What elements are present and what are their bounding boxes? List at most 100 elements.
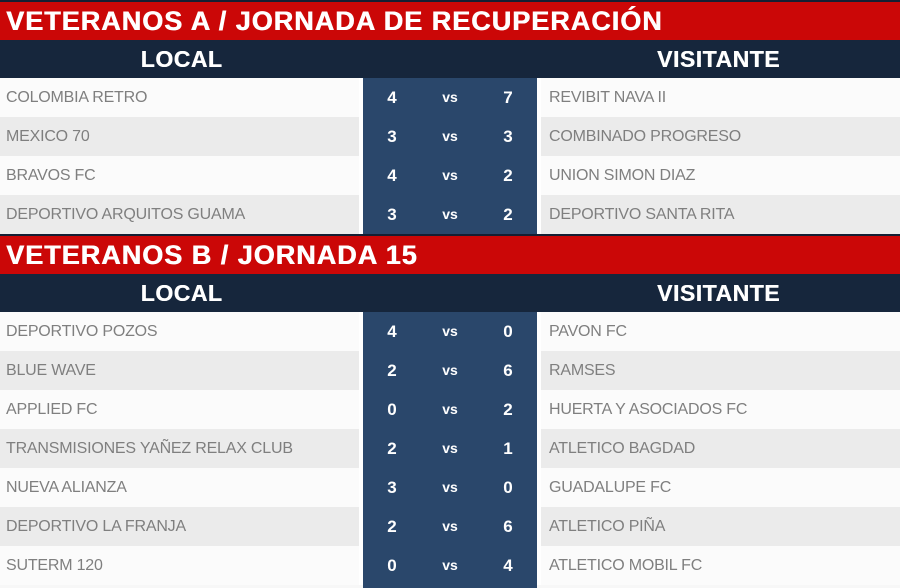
cutoff-next-row bbox=[0, 585, 900, 588]
score-block: 2 vs 1 bbox=[363, 429, 537, 468]
vs-label: vs bbox=[442, 128, 458, 144]
vs-label: vs bbox=[442, 323, 458, 339]
local-team-name: BRAVOS FC bbox=[0, 156, 359, 195]
match-row: DEPORTIVO ARQUITOS GUAMA 3 vs 2 DEPORTIVO SA… bbox=[0, 195, 900, 234]
visitor-score: 0 bbox=[503, 478, 513, 497]
visitor-team-name: UNION SIMON DIAZ bbox=[541, 156, 900, 195]
score-block: 0 vs 4 bbox=[363, 546, 537, 585]
match-row: BLUE WAVE 2 vs 6 RAMSES bbox=[0, 351, 900, 390]
local-score: 3 bbox=[387, 478, 397, 497]
visitor-score: 2 bbox=[503, 400, 513, 419]
local-team-name: APPLIED FC bbox=[0, 390, 359, 429]
local-score: 4 bbox=[387, 88, 397, 107]
local-team-name: DEPORTIVO LA FRANJA bbox=[0, 507, 359, 546]
score-block: 4 vs 7 bbox=[363, 78, 537, 117]
cutoff-local-cell bbox=[0, 585, 363, 588]
local-score: 0 bbox=[387, 400, 397, 419]
column-gap bbox=[537, 312, 541, 351]
match-rows: COLOMBIA RETRO 4 vs 7 REVIBIT NAVA II MEXICO … bbox=[0, 78, 900, 234]
visitor-team-name: ATLETICO BAGDAD bbox=[541, 429, 900, 468]
visitor-score: 7 bbox=[503, 88, 513, 107]
local-column-header: LOCAL bbox=[140, 279, 223, 306]
visitor-team-name: PAVON FC bbox=[541, 312, 900, 351]
local-column-header: LOCAL bbox=[140, 45, 223, 72]
visitor-team-name: GUADALUPE FC bbox=[541, 468, 900, 507]
column-headers: LOCAL VISITANTE bbox=[0, 274, 900, 312]
column-gap bbox=[359, 468, 363, 507]
local-team-name: NUEVA ALIANZA bbox=[0, 468, 359, 507]
match-row: SUTERM 120 0 vs 4 ATLETICO MOBIL FC bbox=[0, 546, 900, 585]
visitor-score: 0 bbox=[503, 322, 513, 341]
league-section-veteranos-a: VETERANOS A / JORNADA DE RECUPERACIÓN LO… bbox=[0, 0, 900, 234]
visitor-score: 6 bbox=[503, 361, 513, 380]
vs-label: vs bbox=[442, 206, 458, 222]
visitante-column-header: VISITANTE bbox=[657, 45, 780, 72]
column-gap bbox=[359, 195, 363, 234]
visitante-column-header: VISITANTE bbox=[657, 279, 780, 306]
visitor-team-name: RAMSES bbox=[541, 351, 900, 390]
score-block: 0 vs 2 bbox=[363, 390, 537, 429]
match-rows: DEPORTIVO POZOS 4 vs 0 PAVON FC BLUE WAVE 2 vs 6… bbox=[0, 312, 900, 585]
vs-label: vs bbox=[442, 479, 458, 495]
match-row: DEPORTIVO POZOS 4 vs 0 PAVON FC bbox=[0, 312, 900, 351]
column-gap bbox=[359, 546, 363, 585]
column-gap bbox=[537, 507, 541, 546]
cutoff-visitor-cell bbox=[537, 585, 900, 588]
score-block: 3 vs 3 bbox=[363, 117, 537, 156]
column-gap bbox=[359, 312, 363, 351]
column-gap bbox=[537, 78, 541, 117]
match-row: COLOMBIA RETRO 4 vs 7 REVIBIT NAVA II bbox=[0, 78, 900, 117]
column-gap bbox=[359, 507, 363, 546]
vs-label: vs bbox=[442, 167, 458, 183]
visitor-team-name: ATLETICO MOBIL FC bbox=[541, 546, 900, 585]
local-team-name: DEPORTIVO ARQUITOS GUAMA bbox=[0, 195, 359, 234]
vs-label: vs bbox=[442, 440, 458, 456]
score-block: 4 vs 2 bbox=[363, 156, 537, 195]
column-gap bbox=[359, 429, 363, 468]
score-block: 3 vs 2 bbox=[363, 195, 537, 234]
column-gap bbox=[359, 351, 363, 390]
local-score: 2 bbox=[387, 517, 397, 536]
visitor-score: 4 bbox=[503, 556, 513, 575]
local-team-name: MEXICO 70 bbox=[0, 117, 359, 156]
column-gap bbox=[359, 390, 363, 429]
column-gap bbox=[537, 117, 541, 156]
visitor-team-name: REVIBIT NAVA II bbox=[541, 78, 900, 117]
score-block: 2 vs 6 bbox=[363, 351, 537, 390]
local-team-name: BLUE WAVE bbox=[0, 351, 359, 390]
column-gap bbox=[537, 156, 541, 195]
local-team-name: SUTERM 120 bbox=[0, 546, 359, 585]
match-row: APPLIED FC 0 vs 2 HUERTA Y ASOCIADOS FC bbox=[0, 390, 900, 429]
score-block: 2 vs 6 bbox=[363, 507, 537, 546]
column-headers: LOCAL VISITANTE bbox=[0, 40, 900, 78]
local-team-name: DEPORTIVO POZOS bbox=[0, 312, 359, 351]
column-gap bbox=[537, 195, 541, 234]
column-gap bbox=[537, 351, 541, 390]
visitor-team-name: COMBINADO PROGRESO bbox=[541, 117, 900, 156]
vs-label: vs bbox=[442, 557, 458, 573]
match-row: NUEVA ALIANZA 3 vs 0 GUADALUPE FC bbox=[0, 468, 900, 507]
column-gap bbox=[537, 429, 541, 468]
vs-label: vs bbox=[442, 89, 458, 105]
match-row: TRANSMISIONES YAÑEZ RELAX CLUB 2 vs 1 ATLETI… bbox=[0, 429, 900, 468]
visitor-team-name: HUERTA Y ASOCIADOS FC bbox=[541, 390, 900, 429]
visitor-team-name: ATLETICO PIÑA bbox=[541, 507, 900, 546]
match-row: MEXICO 70 3 vs 3 COMBINADO PROGRESO bbox=[0, 117, 900, 156]
vs-label: vs bbox=[442, 401, 458, 417]
local-score: 3 bbox=[387, 205, 397, 224]
league-header-bar: VETERANOS A / JORNADA DE RECUPERACIÓN bbox=[0, 0, 900, 40]
vs-label: vs bbox=[442, 518, 458, 534]
match-row: DEPORTIVO LA FRANJA 2 vs 6 ATLETICO PIÑA bbox=[0, 507, 900, 546]
visitor-score: 2 bbox=[503, 205, 513, 224]
local-score: 4 bbox=[387, 322, 397, 341]
column-gap bbox=[537, 468, 541, 507]
match-row: BRAVOS FC 4 vs 2 UNION SIMON DIAZ bbox=[0, 156, 900, 195]
visitor-score: 1 bbox=[503, 439, 513, 458]
visitor-score: 3 bbox=[503, 127, 513, 146]
league-section-veteranos-b: VETERANOS B / JORNADA 15 LOCAL VISITANTE… bbox=[0, 234, 900, 585]
local-team-name: COLOMBIA RETRO bbox=[0, 78, 359, 117]
cutoff-score-block bbox=[363, 585, 537, 588]
visitor-score: 2 bbox=[503, 166, 513, 185]
column-gap bbox=[359, 117, 363, 156]
